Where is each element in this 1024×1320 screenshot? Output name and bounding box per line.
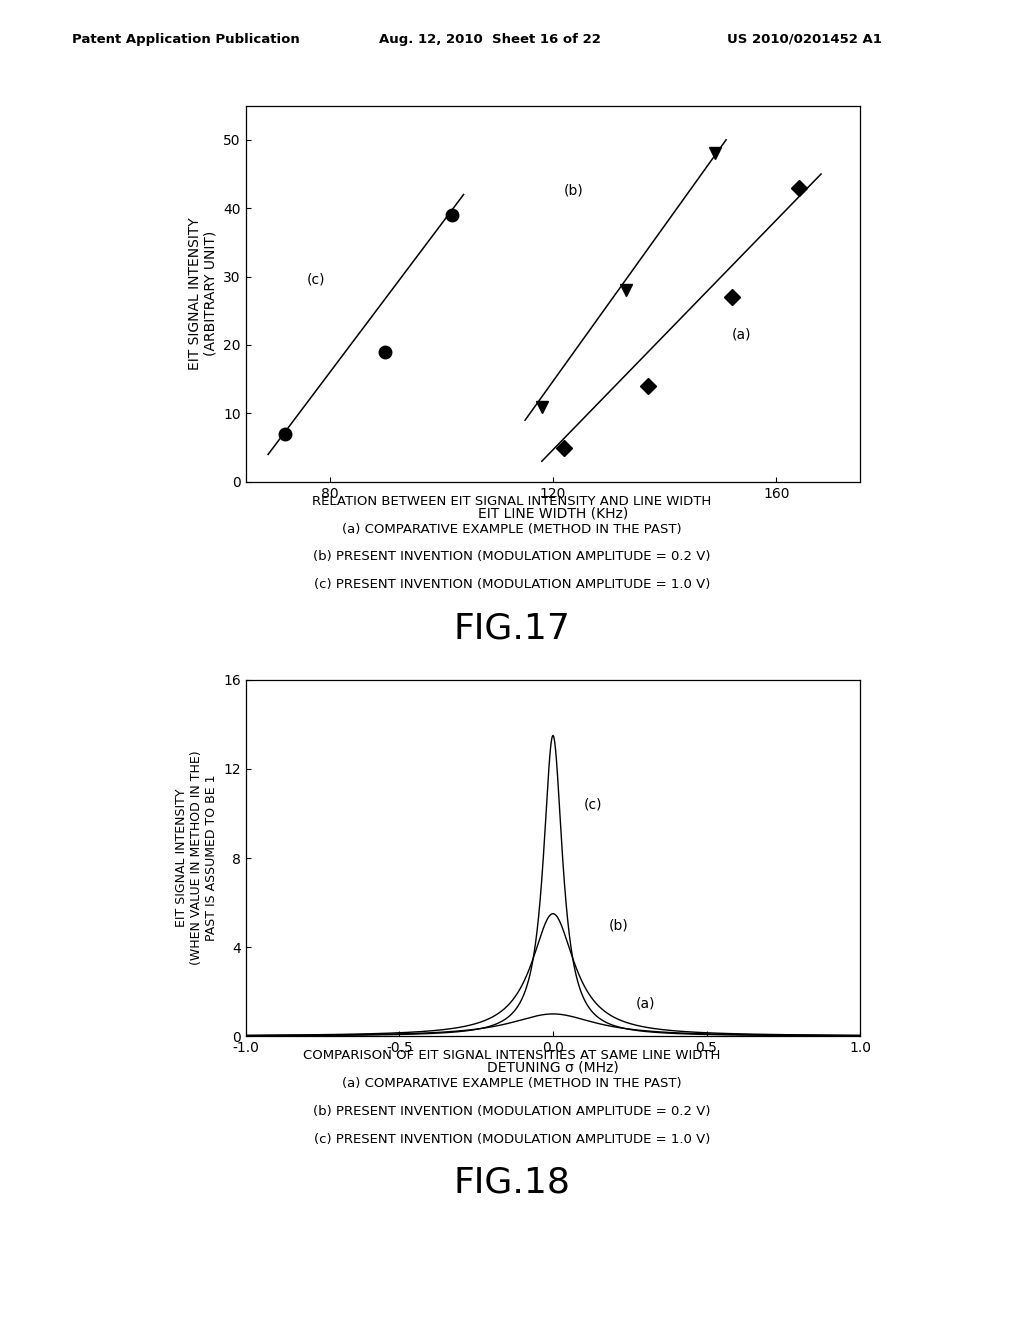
Text: Patent Application Publication: Patent Application Publication <box>72 33 299 46</box>
Text: Aug. 12, 2010  Sheet 16 of 22: Aug. 12, 2010 Sheet 16 of 22 <box>379 33 601 46</box>
Text: (b) PRESENT INVENTION (MODULATION AMPLITUDE = 0.2 V): (b) PRESENT INVENTION (MODULATION AMPLIT… <box>313 550 711 564</box>
Y-axis label: EIT SIGNAL INTENSITY
(WHEN VALUE IN METHOD IN THE)
PAST IS ASSUMED TO BE 1: EIT SIGNAL INTENSITY (WHEN VALUE IN METH… <box>175 751 217 965</box>
Text: (c) PRESENT INVENTION (MODULATION AMPLITUDE = 1.0 V): (c) PRESENT INVENTION (MODULATION AMPLIT… <box>313 578 711 591</box>
Text: (b): (b) <box>608 919 628 932</box>
Text: RELATION BETWEEN EIT SIGNAL INTENSITY AND LINE WIDTH: RELATION BETWEEN EIT SIGNAL INTENSITY AN… <box>312 495 712 508</box>
Y-axis label: EIT SIGNAL INTENSITY
(ARBITRARY UNIT): EIT SIGNAL INTENSITY (ARBITRARY UNIT) <box>187 218 218 370</box>
Text: (c): (c) <box>307 272 326 286</box>
Text: (a) COMPARATIVE EXAMPLE (METHOD IN THE PAST): (a) COMPARATIVE EXAMPLE (METHOD IN THE P… <box>342 1077 682 1090</box>
Text: (c): (c) <box>584 799 602 812</box>
Text: COMPARISON OF EIT SIGNAL INTENSITIES AT SAME LINE WIDTH: COMPARISON OF EIT SIGNAL INTENSITIES AT … <box>303 1049 721 1063</box>
Text: (b): (b) <box>564 183 584 198</box>
Text: (a) COMPARATIVE EXAMPLE (METHOD IN THE PAST): (a) COMPARATIVE EXAMPLE (METHOD IN THE P… <box>342 523 682 536</box>
Text: FIG.17: FIG.17 <box>454 611 570 645</box>
Text: (a): (a) <box>636 997 655 1010</box>
Text: (b) PRESENT INVENTION (MODULATION AMPLITUDE = 0.2 V): (b) PRESENT INVENTION (MODULATION AMPLIT… <box>313 1105 711 1118</box>
Text: FIG.18: FIG.18 <box>454 1166 570 1200</box>
Text: US 2010/0201452 A1: US 2010/0201452 A1 <box>727 33 882 46</box>
X-axis label: EIT LINE WIDTH (KHz): EIT LINE WIDTH (KHz) <box>478 506 628 520</box>
Text: (a): (a) <box>732 327 752 341</box>
X-axis label: DETUNING σ (MHz): DETUNING σ (MHz) <box>487 1060 618 1074</box>
Text: (c) PRESENT INVENTION (MODULATION AMPLITUDE = 1.0 V): (c) PRESENT INVENTION (MODULATION AMPLIT… <box>313 1133 711 1146</box>
